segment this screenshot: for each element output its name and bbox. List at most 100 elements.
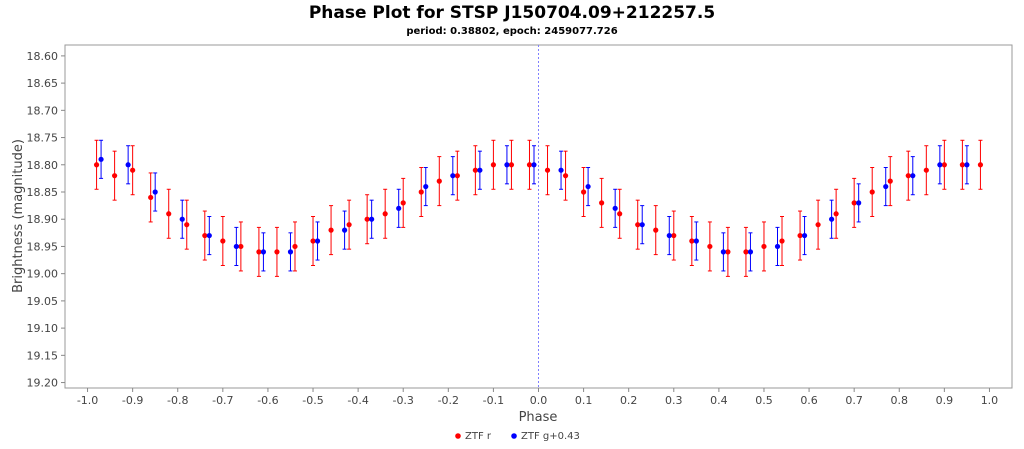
data-point xyxy=(287,249,294,255)
y-tick-label: 18.95 xyxy=(27,240,59,253)
data-point xyxy=(653,227,659,233)
data-point xyxy=(923,167,929,173)
legend: ZTF r ZTF g+0.43 xyxy=(455,431,580,442)
data-point xyxy=(779,238,785,244)
y-tick-label: 19.10 xyxy=(27,322,59,335)
data-point xyxy=(941,162,947,168)
x-tick-label: 0.9 xyxy=(936,394,954,407)
data-point xyxy=(130,167,136,173)
data-point xyxy=(747,249,754,255)
y-tick-label: 19.15 xyxy=(27,349,59,362)
x-tick-label: 0.4 xyxy=(710,394,728,407)
data-point xyxy=(179,216,185,222)
y-tick-label: 18.65 xyxy=(27,77,59,90)
data-point xyxy=(382,211,388,217)
data-point xyxy=(400,200,406,206)
series-ztf-g-0-43 xyxy=(98,139,970,272)
x-tick-label: -0.6 xyxy=(257,394,278,407)
data-point xyxy=(341,227,348,233)
data-point xyxy=(910,173,916,179)
plot-area xyxy=(64,44,1013,389)
data-point xyxy=(369,216,375,222)
data-point xyxy=(418,189,424,195)
y-tick-label: 18.85 xyxy=(27,186,59,199)
y-tick-label: 19.00 xyxy=(27,268,59,281)
data-point xyxy=(558,167,564,173)
data-point xyxy=(977,162,984,168)
data-point xyxy=(774,243,781,250)
chart-title: Phase Plot for STSP J150704.09+212257.5 xyxy=(309,3,715,23)
data-point xyxy=(887,178,893,184)
data-point xyxy=(585,183,591,190)
legend-marker xyxy=(511,433,517,439)
data-point xyxy=(504,162,510,168)
data-point xyxy=(93,162,100,168)
y-tick-label: 18.70 xyxy=(27,104,59,117)
data-point xyxy=(707,243,713,250)
data-point xyxy=(666,232,672,239)
data-point xyxy=(720,249,726,255)
data-point xyxy=(314,238,321,244)
data-point xyxy=(152,189,158,195)
data-point xyxy=(472,167,478,173)
data-point xyxy=(112,173,118,179)
data-point xyxy=(562,173,569,179)
data-point xyxy=(725,249,731,255)
y-tick-label: 18.75 xyxy=(27,132,59,145)
data-point xyxy=(423,183,429,190)
y-tick-label: 19.20 xyxy=(27,377,59,390)
data-point xyxy=(292,243,298,250)
data-point xyxy=(396,205,402,211)
data-point xyxy=(436,178,442,184)
data-point xyxy=(531,162,537,168)
legend-label: ZTF r xyxy=(465,431,492,442)
data-point xyxy=(328,227,334,233)
data-point xyxy=(220,238,226,244)
y-axis-ticks: 18.60 18.65 18.70 18.75 18.80 18.85 18.90 18.95… xyxy=(27,50,65,390)
data-point xyxy=(829,216,835,222)
data-point xyxy=(883,183,889,190)
x-tick-label: 0.6 xyxy=(800,394,818,407)
x-tick-label: -0.9 xyxy=(122,394,143,407)
data-point xyxy=(166,211,172,217)
data-point xyxy=(689,238,695,244)
data-point xyxy=(364,216,370,222)
series-ztf-r xyxy=(93,139,984,277)
x-tick-label: 0.5 xyxy=(755,394,773,407)
data-point xyxy=(797,232,803,239)
data-point xyxy=(148,194,154,201)
x-tick-label: -1.0 xyxy=(77,394,98,407)
data-point xyxy=(599,200,605,206)
data-point xyxy=(454,173,460,179)
data-point xyxy=(260,249,267,255)
data-point xyxy=(526,162,533,168)
data-point xyxy=(869,189,875,195)
chart-subtitle: period: 0.38802, epoch: 2459077.726 xyxy=(406,26,617,37)
data-point xyxy=(964,162,970,168)
legend-label: ZTF g+0.43 xyxy=(521,431,580,442)
data-point xyxy=(98,156,104,162)
data-point xyxy=(801,232,808,239)
y-tick-label: 18.80 xyxy=(27,159,59,172)
data-point xyxy=(851,200,857,206)
data-point xyxy=(184,222,190,228)
series-layer xyxy=(93,139,984,277)
x-tick-label: -0.2 xyxy=(438,394,459,407)
x-tick-label: 0.3 xyxy=(665,394,683,407)
x-tick-label: 1.0 xyxy=(981,394,999,407)
data-point xyxy=(743,249,749,255)
x-tick-label: -0.1 xyxy=(483,394,504,407)
data-point xyxy=(206,232,212,239)
x-tick-label: -0.3 xyxy=(392,394,413,407)
y-tick-label: 19.05 xyxy=(27,295,59,308)
data-point xyxy=(450,173,456,179)
x-tick-label: -0.7 xyxy=(212,394,233,407)
data-point xyxy=(490,162,497,168)
data-point xyxy=(815,222,821,228)
x-tick-label: -0.4 xyxy=(347,394,368,407)
x-tick-label: -0.5 xyxy=(302,394,323,407)
legend-marker xyxy=(455,433,461,439)
data-point xyxy=(617,211,623,217)
